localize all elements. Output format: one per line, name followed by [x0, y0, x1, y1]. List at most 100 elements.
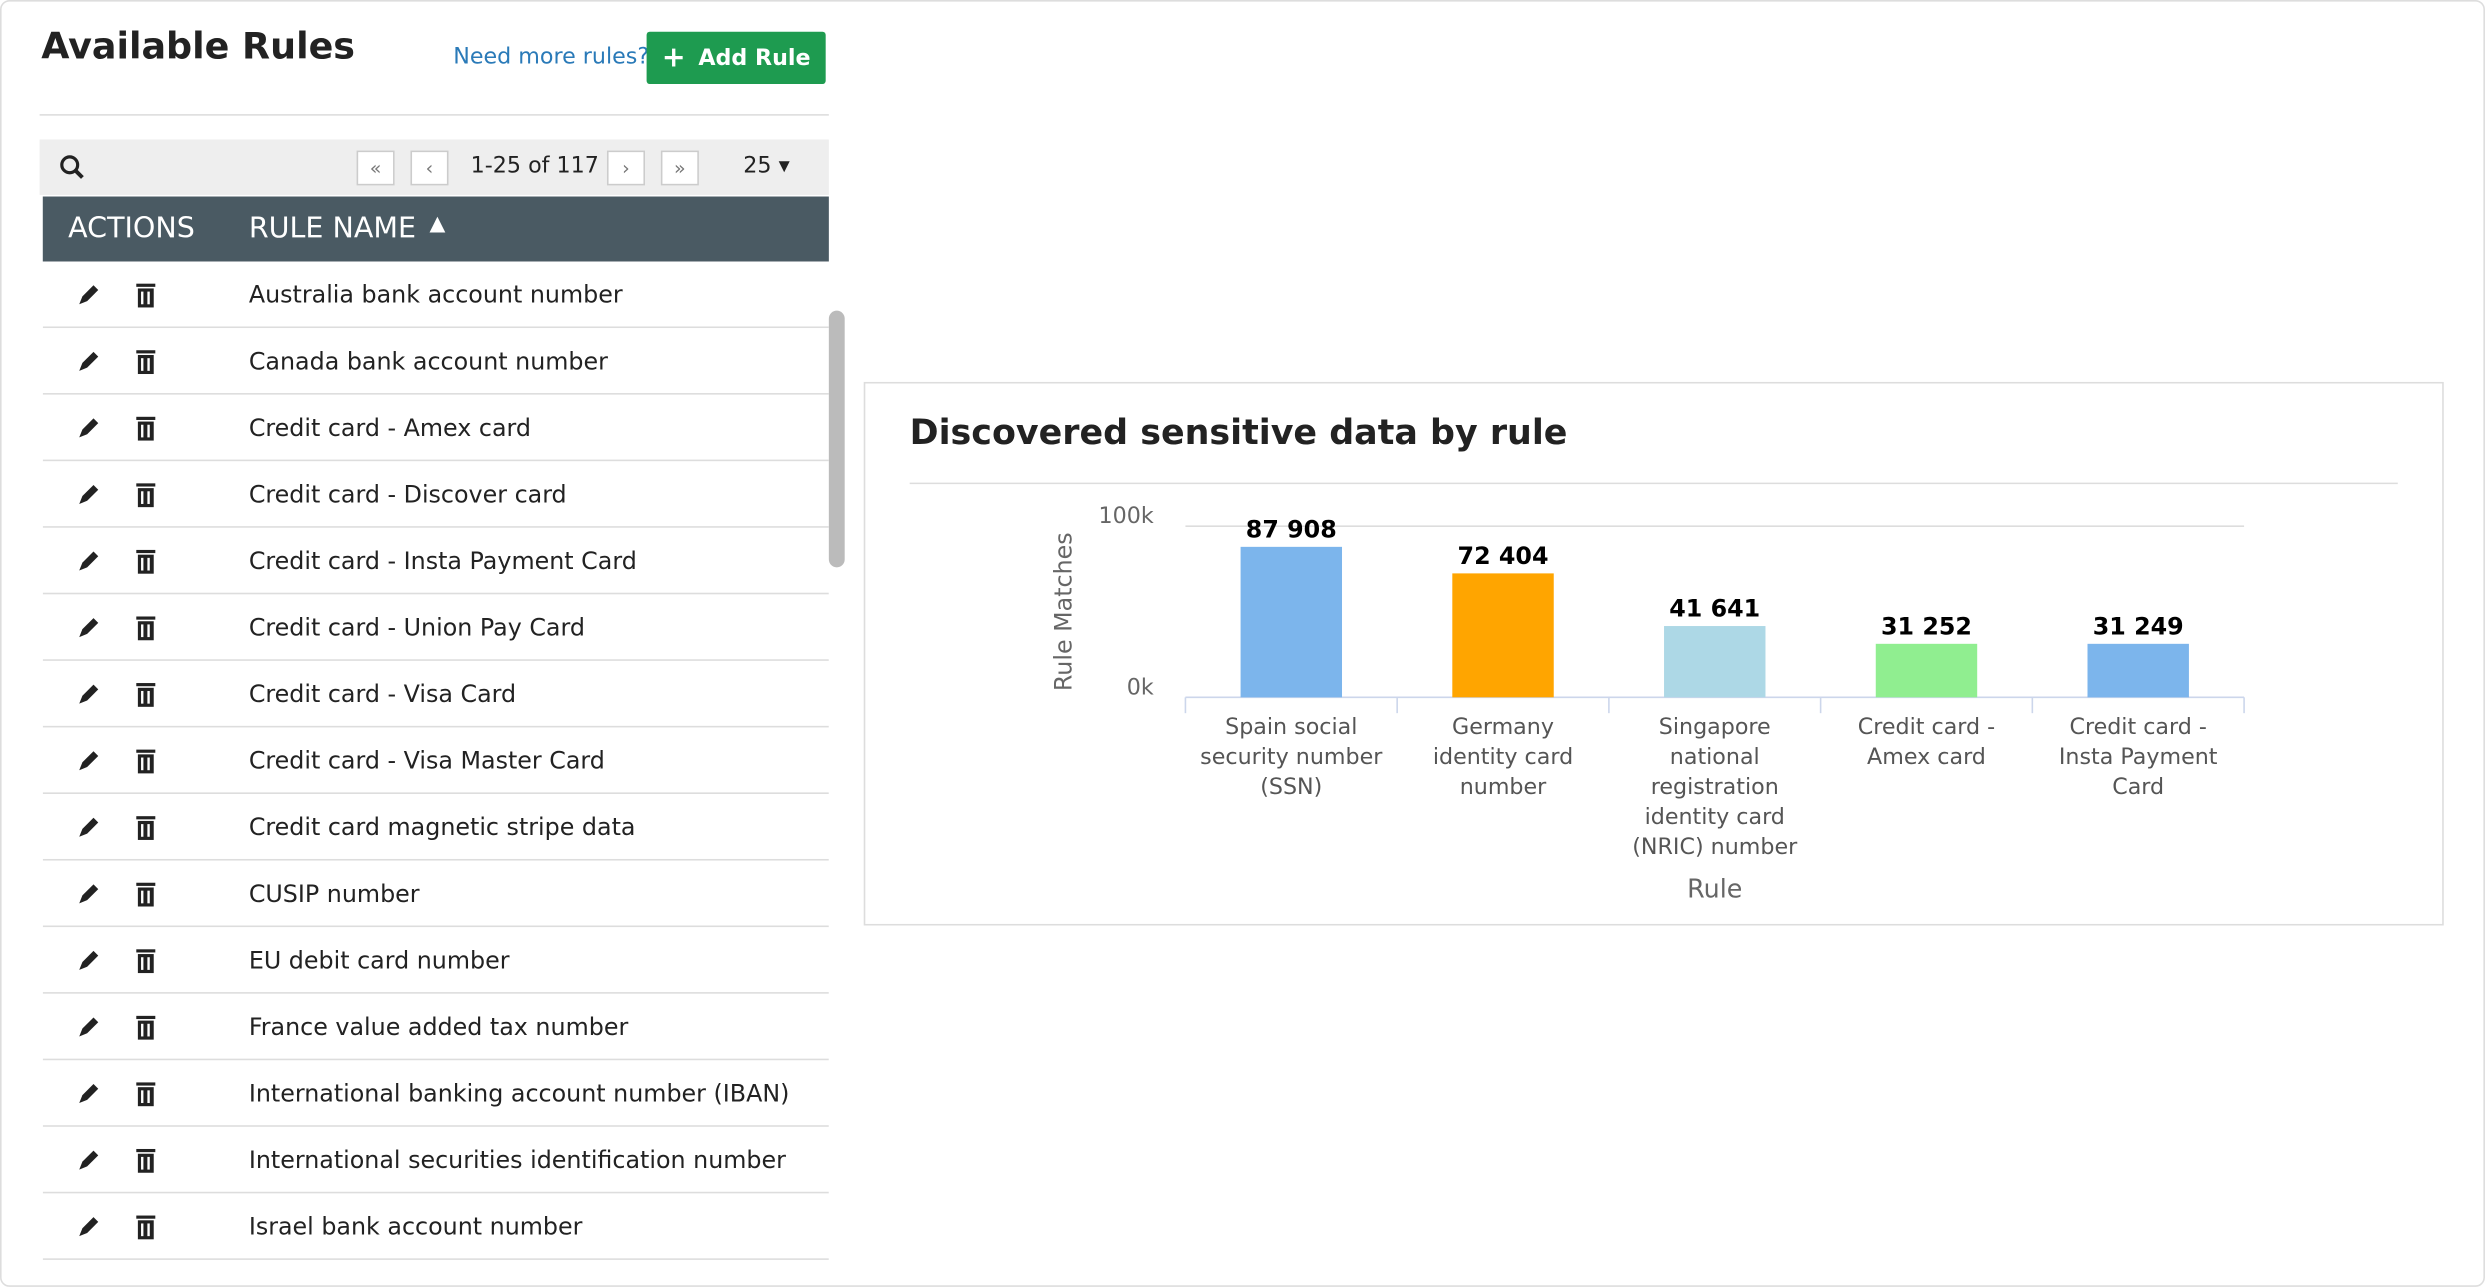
table-row: Credit card - Amex card [42, 395, 829, 462]
separator [39, 114, 829, 116]
y-tick-label: 100k [1099, 503, 1154, 529]
action-icons[interactable] [74, 480, 169, 509]
prev-page[interactable]: ‹ [410, 150, 449, 186]
rule-name: CUSIP number [248, 879, 420, 909]
bar [1240, 546, 1343, 698]
rule-name: Credit card - Discover card [248, 480, 567, 509]
add-rule-label: Add Rule [698, 45, 811, 71]
x-tick-label: Credit card - Insta Payment Card [2058, 714, 2218, 801]
table-row: International securities identification … [42, 1127, 829, 1194]
table-row: Credit card - Insta Payment Card [42, 528, 829, 595]
sort-icon: ▲ [429, 212, 446, 237]
action-icons[interactable] [74, 1079, 169, 1108]
bar [1452, 573, 1554, 698]
x-tick-label: Germany identity card number [1432, 714, 1574, 801]
next-page[interactable]: › [606, 150, 646, 186]
action-icons[interactable] [74, 547, 169, 576]
rule-name: Australia bank account number [248, 280, 623, 310]
first-page[interactable]: « [356, 150, 395, 186]
action-icons[interactable] [74, 613, 169, 642]
column-header: ACTIONS [68, 212, 195, 246]
action-icons[interactable] [74, 281, 169, 310]
table-row: International banking account number (IB… [42, 1060, 829, 1127]
rule-name: Israel bank account number [248, 1212, 583, 1241]
add-rule-button[interactable]: + Add Rule [646, 31, 826, 84]
action-icons[interactable] [74, 1013, 169, 1042]
data-label: 87 908 [1246, 516, 1337, 544]
action-icons[interactable] [74, 1212, 169, 1241]
data-label: 72 404 [1458, 542, 1549, 570]
table-row: CUSIP number [42, 861, 829, 928]
table-row: Israel bank account number [42, 1193, 829, 1260]
table-row: Credit card - Discover card [42, 461, 829, 528]
row-actions [74, 1146, 169, 1181]
x-axis-label: Rule [1687, 874, 1742, 904]
chart-title: Discovered sensitive data by rule [910, 413, 1568, 453]
data-label: 31 252 [1881, 612, 1972, 640]
row-actions [74, 547, 169, 582]
x-tick-label: Singapore national registration identity… [1632, 714, 1798, 861]
x-tick-label-box: Credit card - Insta Payment Card [2058, 714, 2218, 801]
page-size[interactable]: 25 ▾ [743, 153, 790, 180]
plus-icon: + [661, 41, 686, 75]
rule-name: Credit card - Visa Card [248, 679, 517, 709]
x-tick-label: Spain social security number (SSN) [1200, 714, 1383, 801]
chart-panel: Discovered sensitive data by rule 0k 100k R… [863, 381, 2444, 926]
action-icons[interactable] [74, 746, 169, 775]
scrollbar[interactable] [828, 310, 845, 568]
x-tick-label: Credit card - Amex card [1857, 714, 1996, 771]
bar [2087, 643, 2189, 698]
more-rules-link[interactable]: Need more rules? [453, 44, 650, 70]
rule-name: Canada bank account number [248, 347, 608, 376]
row-actions [74, 1079, 169, 1114]
bar [1664, 626, 1766, 698]
x-tick-label-box: Spain social security number (SSN) [1200, 714, 1383, 801]
rule-name: France value added tax number [248, 1012, 629, 1042]
action-icons[interactable] [74, 680, 169, 709]
action-icons[interactable] [74, 414, 169, 443]
rule-name: Credit card magnetic stripe data [248, 813, 636, 842]
data-label: 41 641 [1669, 595, 1760, 623]
rule-name: International securities identification … [248, 1145, 786, 1175]
table-row: France value added tax number [42, 994, 829, 1061]
search-icon[interactable] [59, 154, 88, 183]
table-row: EU debit card number [42, 927, 829, 994]
x-tick-label-box: Singapore national registration identity… [1632, 714, 1798, 861]
action-icons[interactable] [74, 946, 169, 975]
last-page[interactable]: » [660, 150, 699, 186]
row-actions [74, 813, 169, 848]
table-header: ACTIONS RULE NAME ▲ [42, 196, 829, 262]
table-row: Credit card - Visa Card [42, 661, 829, 728]
action-icons[interactable] [74, 813, 169, 842]
page-range: 1-25 of 117 [470, 153, 599, 180]
chart: Discovered sensitive data by rule 0k 100k R… [909, 413, 2398, 904]
row-actions [74, 347, 169, 382]
row-actions [74, 880, 169, 915]
row-actions [74, 613, 169, 648]
row-actions [74, 1013, 169, 1048]
row-actions [74, 680, 169, 715]
row-actions [74, 746, 169, 781]
title: Available Rules [41, 26, 355, 69]
row-actions [74, 1212, 169, 1247]
rule-name: Credit card - Amex card [248, 413, 531, 443]
action-icons[interactable] [74, 347, 169, 376]
column-header[interactable]: RULE NAME [248, 212, 417, 246]
table-row: Credit card - Union Pay Card [42, 594, 829, 661]
rule-name: International banking account number (IB… [248, 1079, 790, 1108]
rule-name: Credit card - Visa Master Card [248, 746, 605, 775]
x-tick-label-box: Germany identity card number [1432, 714, 1574, 801]
x-tick-label-box: Credit card - Amex card [1857, 714, 1996, 771]
row-actions [74, 480, 169, 515]
bar [1875, 643, 1978, 698]
toolbar: « ‹ 1-25 of 117 › » 25 ▾ [39, 139, 829, 195]
table-row: Credit card - Visa Master Card [42, 727, 829, 794]
action-icons[interactable] [74, 880, 169, 909]
table-body: Australia bank account number Canada bank… [42, 261, 829, 1288]
y-axis-label: Rule Matches [1049, 532, 1077, 691]
action-icons[interactable] [74, 1146, 169, 1175]
row-actions [74, 281, 169, 316]
page-size-value: 25 [743, 153, 772, 180]
